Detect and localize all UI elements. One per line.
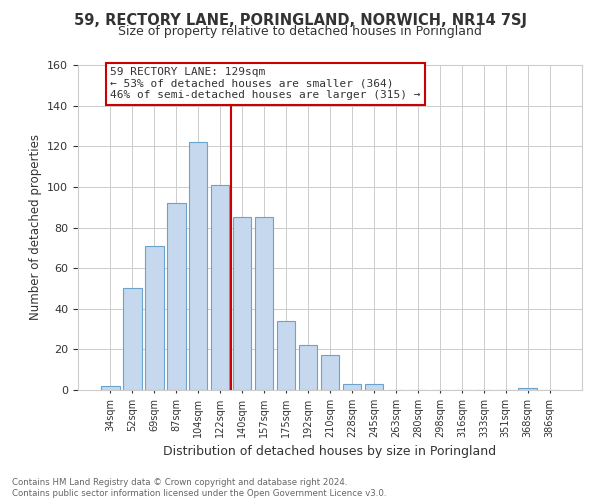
Y-axis label: Number of detached properties: Number of detached properties bbox=[29, 134, 41, 320]
Text: 59, RECTORY LANE, PORINGLAND, NORWICH, NR14 7SJ: 59, RECTORY LANE, PORINGLAND, NORWICH, N… bbox=[74, 12, 527, 28]
X-axis label: Distribution of detached houses by size in Poringland: Distribution of detached houses by size … bbox=[163, 446, 497, 458]
Bar bbox=[145, 246, 164, 390]
Bar bbox=[167, 203, 185, 390]
Bar bbox=[101, 386, 119, 390]
Bar bbox=[233, 218, 251, 390]
Text: 59 RECTORY LANE: 129sqm
← 53% of detached houses are smaller (364)
46% of semi-d: 59 RECTORY LANE: 129sqm ← 53% of detache… bbox=[110, 67, 421, 100]
Bar bbox=[255, 218, 274, 390]
Bar bbox=[123, 288, 142, 390]
Text: Contains HM Land Registry data © Crown copyright and database right 2024.
Contai: Contains HM Land Registry data © Crown c… bbox=[12, 478, 386, 498]
Bar bbox=[299, 346, 317, 390]
Bar bbox=[189, 142, 208, 390]
Bar bbox=[320, 356, 340, 390]
Bar bbox=[343, 384, 361, 390]
Bar bbox=[277, 321, 295, 390]
Bar bbox=[211, 185, 229, 390]
Bar bbox=[365, 384, 383, 390]
Text: Size of property relative to detached houses in Poringland: Size of property relative to detached ho… bbox=[118, 25, 482, 38]
Bar bbox=[518, 388, 537, 390]
